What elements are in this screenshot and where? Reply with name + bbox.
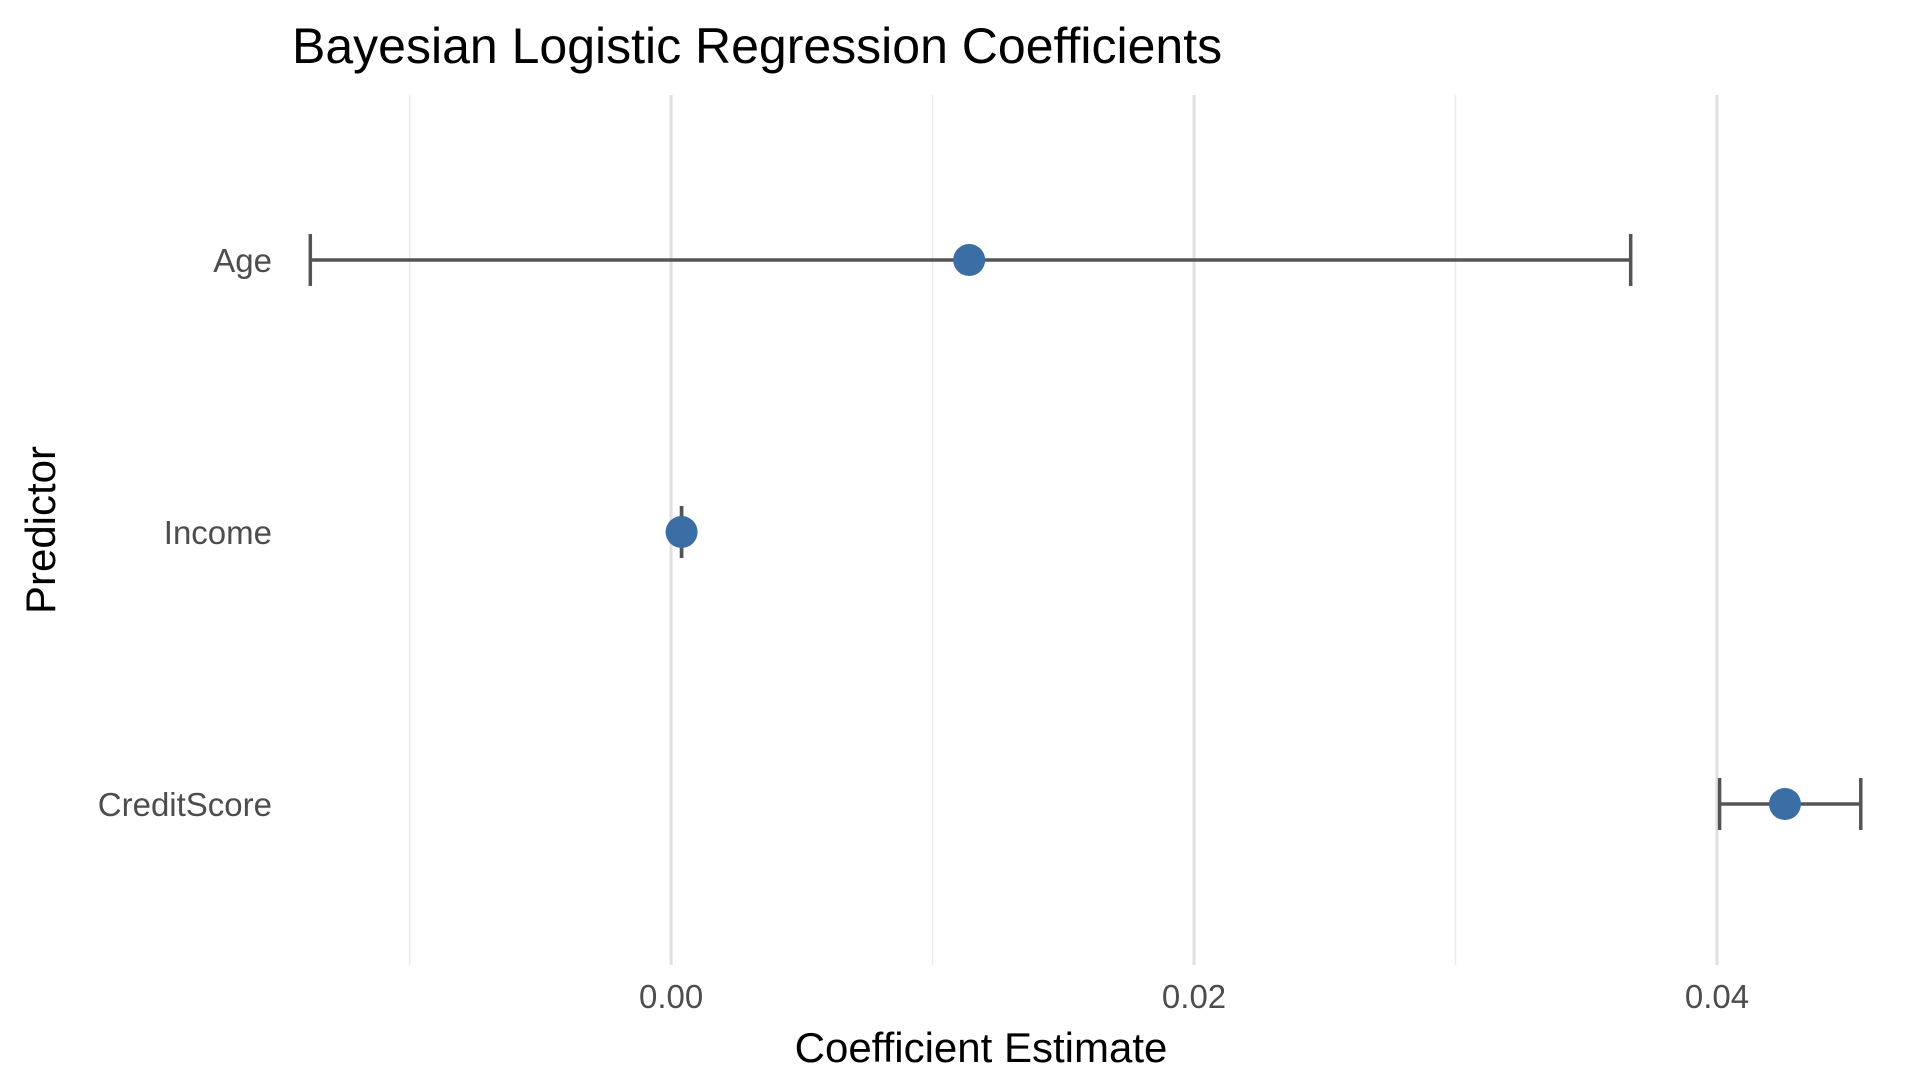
estimate-point: [1768, 788, 1801, 820]
estimate-point: [665, 516, 698, 548]
x-tick-label: 0.04: [1685, 978, 1749, 1015]
estimate-point: [953, 244, 986, 276]
grid-layer: [408, 95, 1719, 965]
y-axis-title: Predictor: [17, 446, 64, 614]
point-layer: [665, 244, 1801, 820]
y-tick-labels: Age Income CreditScore: [98, 242, 272, 823]
x-tick-label: 0.00: [639, 978, 703, 1015]
x-axis-title: Coefficient Estimate: [795, 1024, 1168, 1071]
y-tick-label: CreditScore: [98, 786, 272, 823]
x-tick-label: 0.02: [1162, 978, 1226, 1015]
errorbar-layer: [308, 234, 1863, 830]
x-tick-labels: 0.00 0.02 0.04: [639, 978, 1749, 1015]
chart-title: Bayesian Logistic Regression Coefficient…: [292, 18, 1222, 74]
y-tick-label: Age: [213, 242, 272, 279]
y-tick-label: Income: [164, 514, 272, 551]
